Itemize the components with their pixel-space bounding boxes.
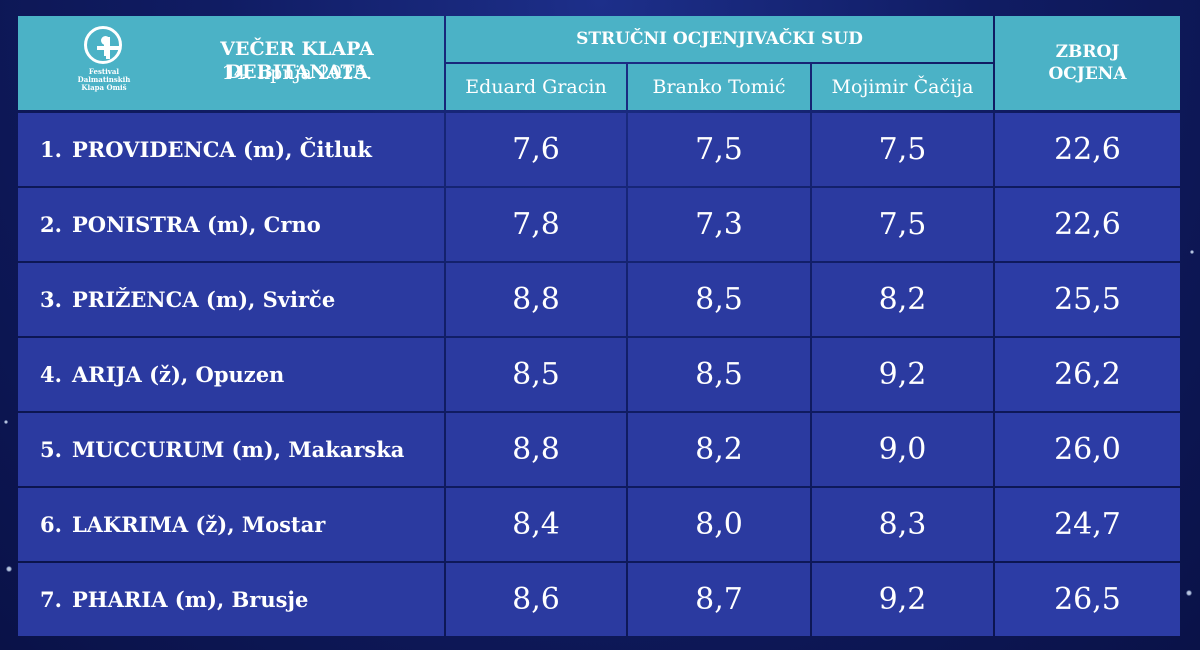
klapa-cell: 3. PRIŽENCA (m), Svirče — [18, 263, 444, 336]
klapa-cell: 4. ARIJA (ž), Opuzen — [18, 338, 444, 411]
score-cacija: 7,5 — [812, 188, 993, 261]
score-gracin: 8,8 — [446, 413, 626, 486]
rank-label: 2. — [40, 212, 62, 237]
logo-key-icon — [104, 43, 107, 56]
klapa-name: PROVIDENCA (m), Čitluk — [72, 137, 372, 162]
sparkle-decoration — [1186, 590, 1192, 596]
total-header-line-2: OCJENA — [1048, 64, 1127, 84]
score-total: 22,6 — [995, 113, 1180, 186]
logo-cross-icon — [106, 37, 110, 59]
klapa-name: MUCCURUM (m), Makarska — [72, 437, 405, 462]
score-gracin: 8,5 — [446, 338, 626, 411]
event-header: Festival Dalmatinskih Klapa Omiš VEČER K… — [18, 16, 444, 110]
table-row: 5. MUCCURUM (m), Makarska 8,8 8,2 9,0 26,… — [18, 413, 1180, 486]
judge-header-tomic: Branko Tomić — [628, 64, 810, 110]
klapa-name: PHARIA (m), Brusje — [72, 587, 309, 612]
score-gracin: 7,8 — [446, 188, 626, 261]
jury-header: STRUČNI OCJENJIVAČKI SUD — [446, 16, 993, 62]
score-tomic: 8,2 — [628, 413, 810, 486]
festival-logo: Festival Dalmatinskih Klapa Omiš — [66, 26, 142, 104]
score-tomic: 7,5 — [628, 113, 810, 186]
logo-text: Festival Dalmatinskih Klapa Omiš — [77, 67, 131, 92]
score-gracin: 8,4 — [446, 488, 626, 561]
score-tomic: 8,0 — [628, 488, 810, 561]
sparkle-decoration — [4, 420, 8, 424]
klapa-name: ARIJA (ž), Opuzen — [72, 362, 285, 387]
sparkle-decoration — [1190, 250, 1194, 254]
logo-key-icon — [101, 36, 110, 45]
judge-header-cacija: Mojimir Čačija — [812, 64, 993, 110]
klapa-name: LAKRIMA (ž), Mostar — [72, 512, 326, 537]
score-tomic: 8,7 — [628, 563, 810, 636]
score-total: 26,5 — [995, 563, 1180, 636]
score-gracin: 8,8 — [446, 263, 626, 336]
score-tomic: 8,5 — [628, 263, 810, 336]
klapa-cell: 7. PHARIA (m), Brusje — [18, 563, 444, 636]
score-gracin: 8,6 — [446, 563, 626, 636]
table-row: 1. PROVIDENCA (m), Čitluk 7,6 7,5 7,5 22,… — [18, 113, 1180, 186]
rank-label: 6. — [40, 512, 62, 537]
score-total: 25,5 — [995, 263, 1180, 336]
klapa-cell: 1. PROVIDENCA (m), Čitluk — [18, 113, 444, 186]
score-gracin: 7,6 — [446, 113, 626, 186]
score-total: 26,2 — [995, 338, 1180, 411]
table-row: 6. LAKRIMA (ž), Mostar 8,4 8,0 8,3 24,7 — [18, 488, 1180, 561]
score-cacija: 8,2 — [812, 263, 993, 336]
sparkle-decoration — [6, 566, 12, 572]
score-total: 26,0 — [995, 413, 1180, 486]
rank-label: 5. — [40, 437, 62, 462]
table-row: 2. PONISTRA (m), Crno 7,8 7,3 7,5 22,6 — [18, 188, 1180, 261]
table-row: 7. PHARIA (m), Brusje 8,6 8,7 9,2 26,5 — [18, 563, 1180, 636]
klapa-cell: 5. MUCCURUM (m), Makarska — [18, 413, 444, 486]
rank-label: 4. — [40, 362, 62, 387]
rank-label: 7. — [40, 587, 62, 612]
judge-header-gracin: Eduard Gracin — [446, 64, 626, 110]
score-cacija: 9,2 — [812, 338, 993, 411]
score-cacija: 7,5 — [812, 113, 993, 186]
event-date: 14. lipnja 2025. — [221, 62, 373, 84]
rank-label: 3. — [40, 287, 62, 312]
logo-ring-icon — [84, 26, 122, 64]
score-total: 22,6 — [995, 188, 1180, 261]
klapa-name: PRIŽENCA (m), Svirče — [72, 287, 336, 312]
event-title: VEČER KLAPA DEBITANATA — [220, 38, 374, 83]
score-cacija: 9,0 — [812, 413, 993, 486]
total-header-line-1: ZBROJ — [1055, 42, 1120, 62]
score-total: 24,7 — [995, 488, 1180, 561]
total-header: ZBROJ OCJENA — [995, 16, 1180, 110]
score-tomic: 8,5 — [628, 338, 810, 411]
score-tomic: 7,3 — [628, 188, 810, 261]
table-row: 3. PRIŽENCA (m), Svirče 8,8 8,5 8,2 25,5 — [18, 263, 1180, 336]
score-cacija: 8,3 — [812, 488, 993, 561]
rank-label: 1. — [40, 137, 62, 162]
klapa-cell: 2. PONISTRA (m), Crno — [18, 188, 444, 261]
table-row: 4. ARIJA (ž), Opuzen 8,5 8,5 9,2 26,2 — [18, 338, 1180, 411]
klapa-cell: 6. LAKRIMA (ž), Mostar — [18, 488, 444, 561]
score-cacija: 9,2 — [812, 563, 993, 636]
klapa-name: PONISTRA (m), Crno — [72, 212, 321, 237]
